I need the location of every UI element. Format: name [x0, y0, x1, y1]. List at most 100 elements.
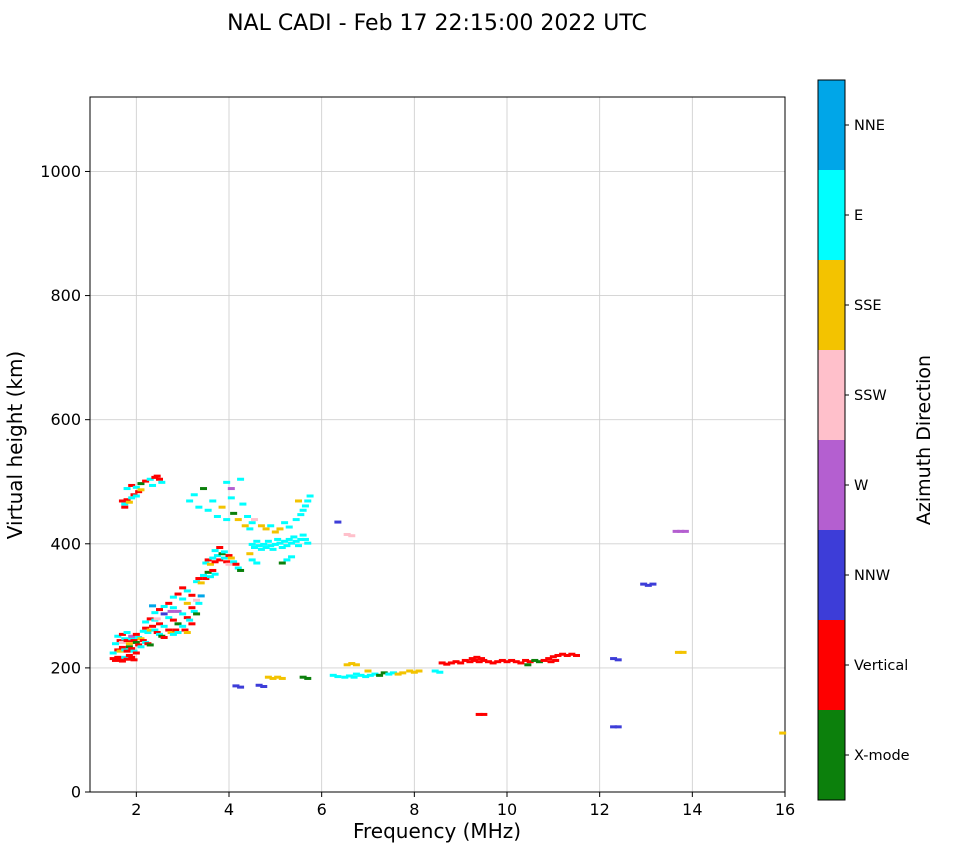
x-tick-label: 10: [497, 800, 517, 819]
data-point: [125, 500, 133, 504]
data-point: [364, 669, 372, 673]
data-point: [160, 604, 168, 608]
data-point: [193, 580, 201, 584]
x-tick-label: 16: [775, 800, 795, 819]
data-point: [292, 518, 300, 522]
data-point: [225, 562, 233, 566]
chart-title: NAL CADI - Feb 17 22:15:00 2022 UTC: [227, 11, 647, 36]
data-point: [139, 639, 147, 643]
data-point: [118, 632, 126, 636]
data-point: [267, 544, 275, 548]
y-tick-label: 1000: [40, 162, 81, 181]
data-point: [478, 657, 486, 661]
data-point: [512, 660, 520, 664]
data-point: [267, 524, 275, 528]
data-point: [255, 683, 263, 687]
colorbar-border: [817, 79, 846, 801]
data-point: [278, 546, 286, 550]
data-point: [269, 676, 277, 680]
data-point: [111, 658, 119, 662]
data-point: [526, 660, 534, 664]
data-point: [179, 586, 187, 590]
data-point: [278, 676, 286, 680]
data-point: [188, 593, 196, 597]
data-point: [146, 617, 154, 621]
y-tick-label: 800: [50, 286, 81, 305]
data-point: [301, 537, 309, 541]
data-point: [139, 629, 147, 633]
data-point: [174, 631, 182, 635]
data-point: [276, 527, 284, 531]
data-point: [223, 480, 231, 484]
data-point: [202, 561, 210, 565]
data-point: [153, 474, 161, 478]
data-point: [471, 658, 479, 662]
data-point: [186, 618, 194, 622]
data-point: [109, 651, 117, 655]
data-point: [160, 624, 168, 628]
data-point: [232, 562, 240, 566]
data-point: [329, 673, 337, 677]
data-point: [181, 628, 189, 632]
data-point: [230, 560, 238, 564]
data-point: [283, 558, 291, 562]
data-point: [218, 552, 226, 556]
data-point: [269, 547, 277, 551]
data-point: [132, 494, 140, 498]
data-point: [475, 712, 483, 716]
data-point: [125, 642, 133, 646]
data-point: [389, 671, 397, 675]
y-tick-label: 400: [50, 534, 81, 553]
data-point: [149, 624, 157, 628]
x-tick-label: 12: [589, 800, 609, 819]
data-point: [274, 675, 282, 679]
data-point: [376, 673, 384, 677]
data-point: [250, 518, 258, 522]
data-point: [130, 658, 138, 662]
data-point: [204, 558, 212, 562]
data-point: [211, 549, 219, 553]
data-point: [128, 496, 136, 500]
data-point: [149, 604, 157, 608]
data-point: [250, 546, 258, 550]
data-point: [114, 655, 122, 659]
data-point: [559, 652, 567, 656]
data-point: [614, 725, 622, 729]
colorbar-segment-w: [818, 440, 845, 530]
data-point: [480, 712, 488, 716]
data-point: [246, 527, 254, 531]
data-point: [227, 496, 235, 500]
data-point: [681, 529, 689, 533]
data-point: [248, 542, 256, 546]
data-point: [209, 499, 217, 503]
data-point: [165, 601, 173, 605]
plot-border: [89, 96, 786, 793]
data-point: [334, 675, 342, 679]
data-point: [183, 631, 191, 635]
data-point: [524, 663, 532, 667]
data-point: [443, 662, 451, 666]
data-point: [255, 544, 263, 548]
data-point: [281, 521, 289, 525]
data-point: [137, 488, 145, 492]
data-point: [371, 672, 379, 676]
data-point: [121, 502, 129, 506]
data-point: [357, 673, 365, 677]
colorbar-tick-label-w: W: [854, 478, 868, 494]
data-point: [304, 676, 312, 680]
colorbar-segment-ssw: [818, 350, 845, 440]
colorbar-segment-sse: [818, 260, 845, 350]
data-point: [438, 661, 446, 665]
data-point: [165, 628, 173, 632]
data-point: [174, 622, 182, 626]
data-point: [137, 482, 145, 486]
data-point: [260, 542, 268, 546]
data-point: [125, 645, 133, 649]
data-point: [473, 655, 481, 659]
data-point: [431, 669, 439, 673]
colorbar-tick-label-x-mode: X-mode: [854, 748, 910, 764]
data-point: [227, 556, 235, 560]
data-point: [281, 539, 289, 543]
data-point: [183, 589, 191, 593]
data-point: [227, 487, 235, 491]
